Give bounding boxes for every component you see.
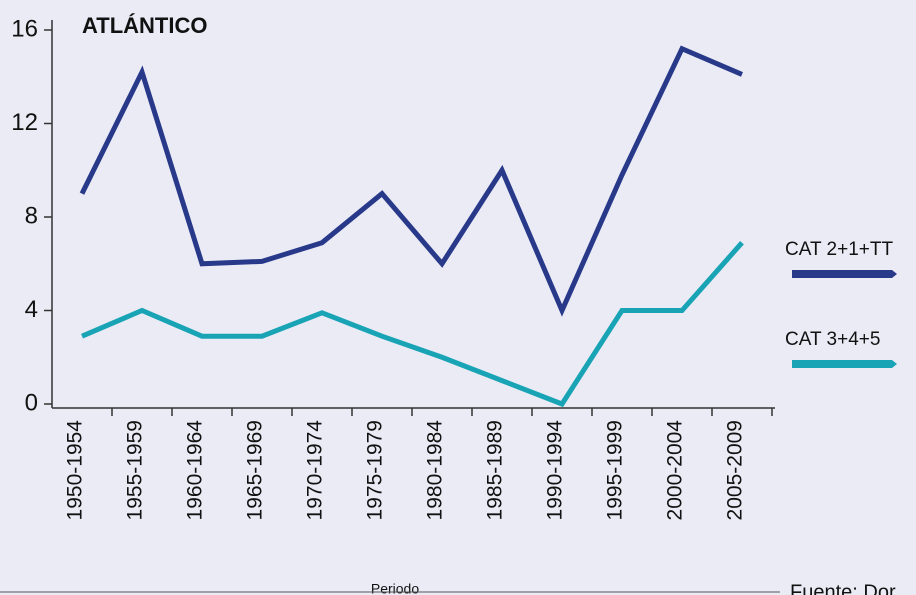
chart-title: ATLÁNTICO bbox=[82, 13, 207, 38]
legend-swatch bbox=[792, 270, 897, 278]
line-series bbox=[81, 241, 744, 408]
y-tick-label: 12 bbox=[11, 109, 38, 136]
y-tick-label: 4 bbox=[25, 296, 38, 323]
line-series bbox=[79, 45, 743, 317]
x-tick-label: 1975-1979 bbox=[364, 420, 387, 520]
legend-label: CAT 2+1+TT bbox=[785, 239, 893, 260]
x-tick-label: 1970-1974 bbox=[304, 420, 327, 521]
x-tick-label: 1955-1959 bbox=[124, 420, 147, 520]
x-tick-label: 1990-1994 bbox=[544, 420, 567, 521]
x-tick-label: 1995-1999 bbox=[604, 420, 627, 520]
x-tick-label: 1965-1969 bbox=[244, 420, 267, 520]
x-tick-label: 1985-1989 bbox=[484, 420, 507, 520]
source-note: Fuente: Dor bbox=[790, 581, 896, 595]
x-tick-label: 1950-1954 bbox=[64, 420, 87, 521]
x-axis-label: Periodo bbox=[371, 581, 419, 595]
legend-label: CAT 3+4+5 bbox=[785, 329, 880, 350]
y-tick-label: 8 bbox=[25, 202, 38, 229]
x-tick-label: 2000-2004 bbox=[664, 420, 687, 521]
y-tick-label: 16 bbox=[11, 15, 38, 42]
x-tick-label: 2005-2009 bbox=[724, 420, 747, 520]
y-tick-label: 0 bbox=[25, 389, 38, 416]
x-tick-label: 1960-1964 bbox=[184, 420, 207, 521]
legend-swatch bbox=[792, 360, 897, 368]
x-tick-label: 1980-1984 bbox=[424, 420, 447, 521]
